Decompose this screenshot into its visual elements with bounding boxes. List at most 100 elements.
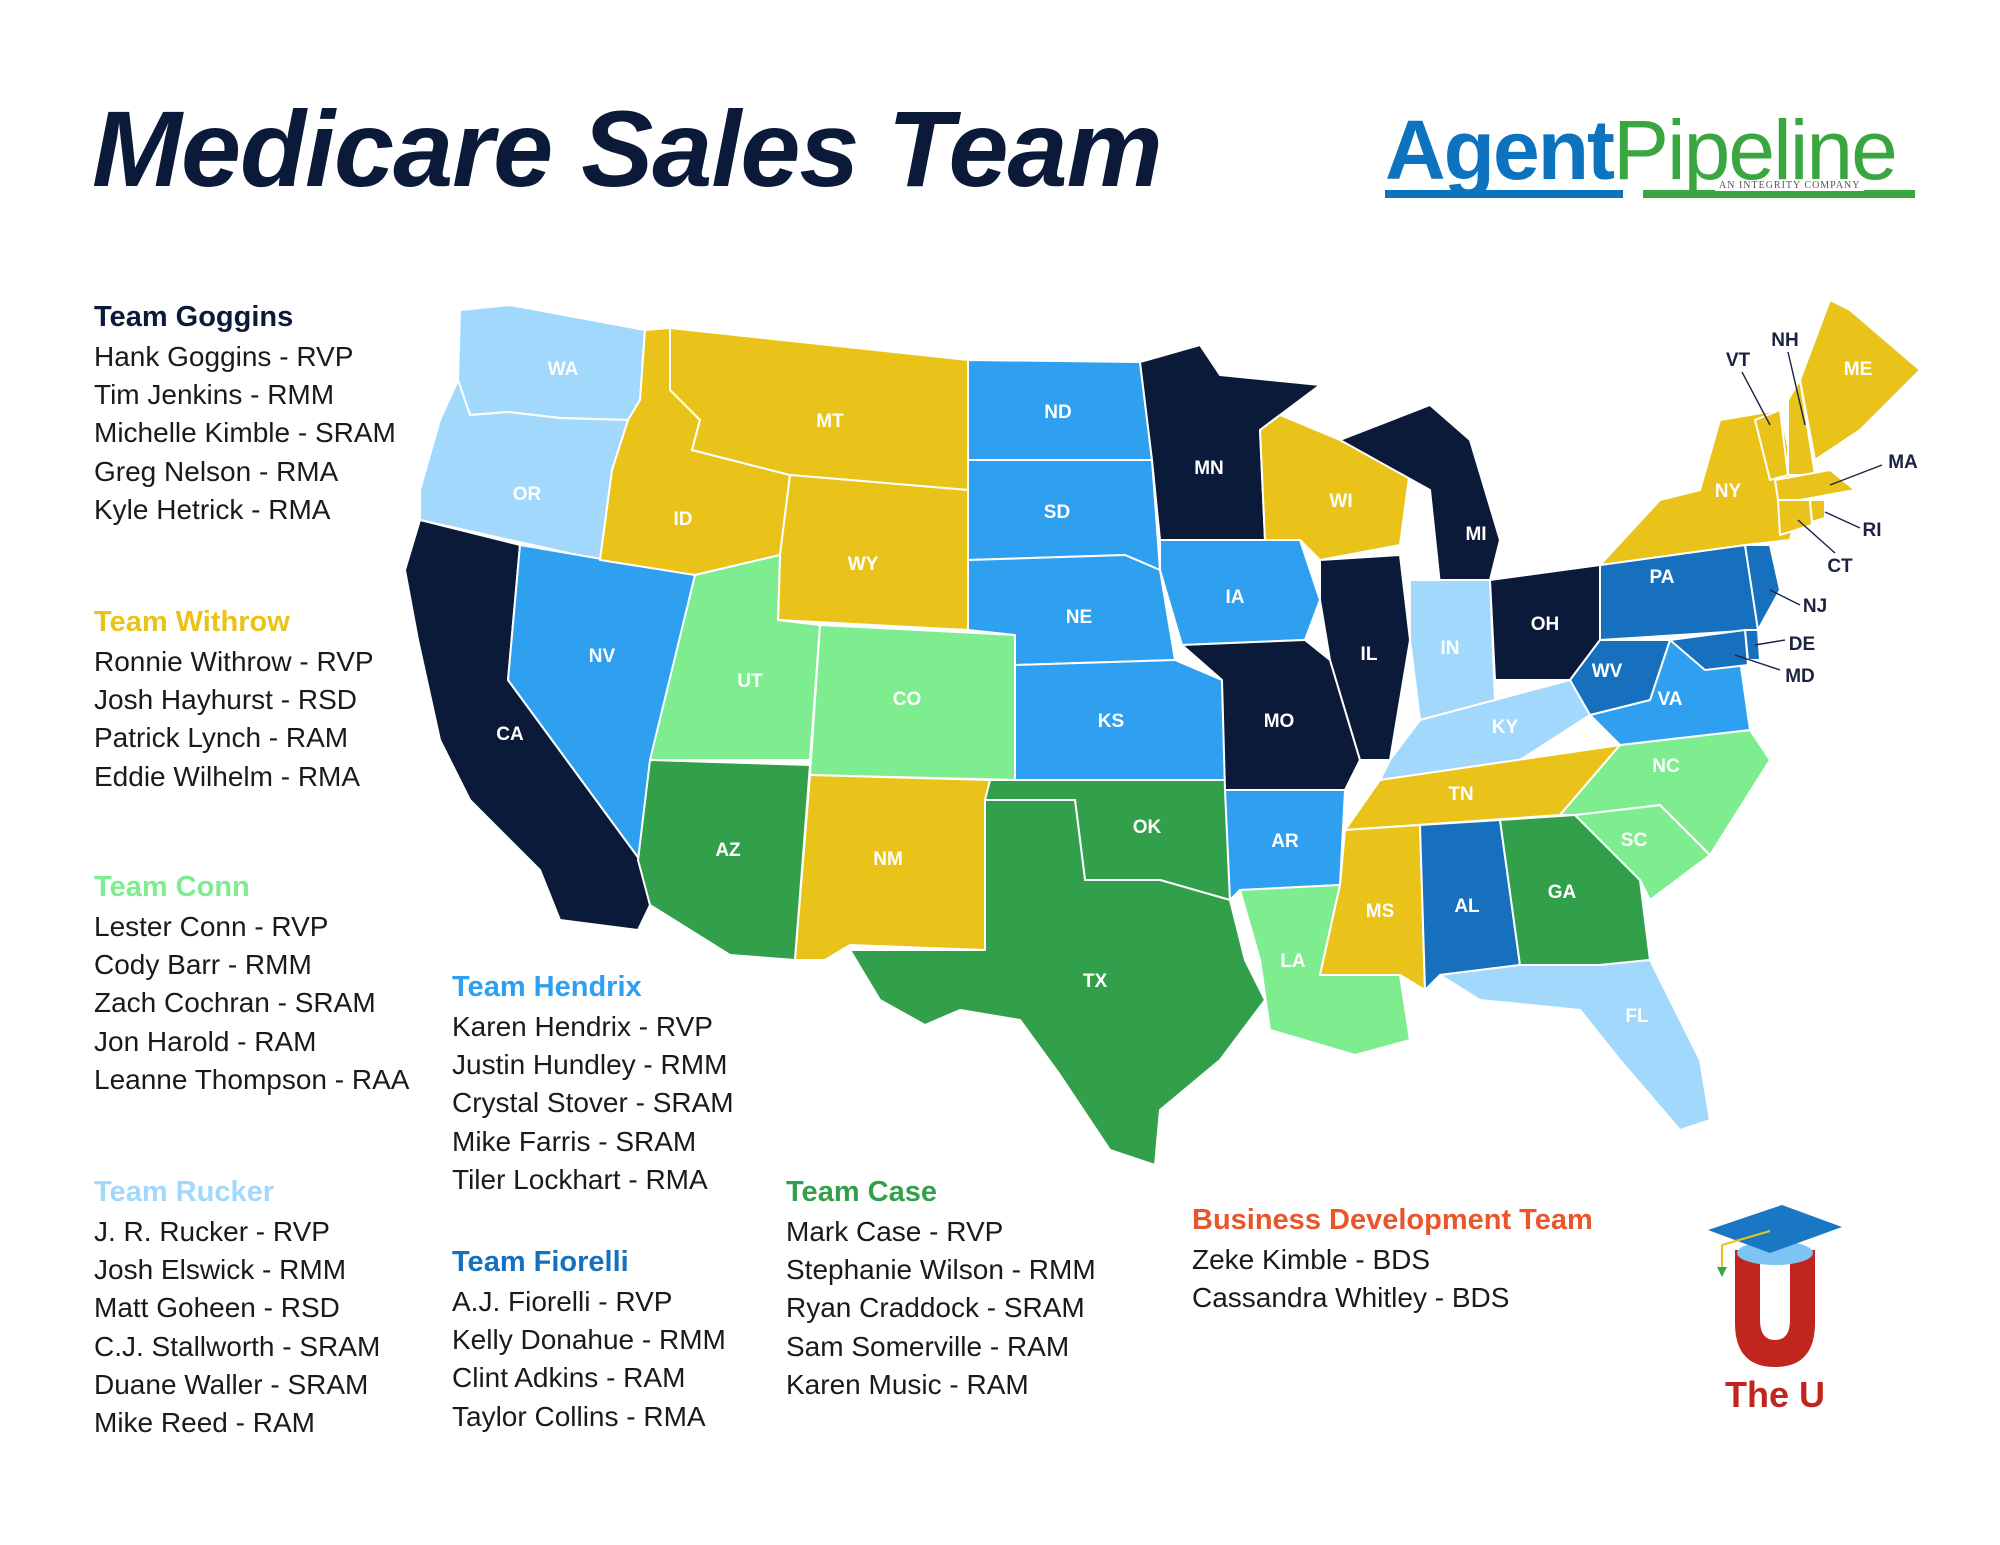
state-AZ [637, 759, 811, 961]
leader-RI [1824, 511, 1861, 529]
cap-tassel [1721, 1230, 1771, 1246]
page-title: Medicare Sales Team [92, 88, 1163, 209]
team-name: Team Conn [94, 871, 250, 903]
team-member: Stephanie Wilson - RMM [786, 1254, 1096, 1286]
state-label-ME: ME [1844, 359, 1873, 380]
state-label-CT: CT [1827, 556, 1853, 577]
state-MI [1339, 404, 1501, 586]
leader-VT [1741, 371, 1771, 426]
team-member: Kelly Donahue - RMM [452, 1324, 726, 1356]
graduation-cap-icon [1708, 1205, 1842, 1253]
state-label-AL: AL [1454, 896, 1480, 917]
state-MA [1774, 469, 1856, 501]
team-name: Team Fiorelli [452, 1246, 629, 1278]
team-member: Mike Farris - SRAM [452, 1125, 697, 1157]
team-fiorelli: Team Fiorelli A.J. Fiorelli - RVP Kelly … [452, 1245, 726, 1436]
state-label-NE: NE [1066, 607, 1092, 628]
state-label-AZ: AZ [715, 840, 741, 861]
state-label-MO: MO [1264, 711, 1295, 732]
state-label-DE: DE [1789, 634, 1815, 655]
state-label-KS: KS [1098, 711, 1124, 732]
logo-tagline: AN INTEGRITY COMPANY [1715, 180, 1865, 191]
logo-underline-blue [1385, 190, 1623, 198]
state-WI [1259, 414, 1411, 561]
agent-pipeline-logo: AgentPipeline AN INTEGRITY COMPANY [1385, 108, 1915, 203]
team-member: Zeke Kimble - BDS [1192, 1244, 1431, 1275]
leader-DE [1754, 639, 1786, 646]
state-label-GA: GA [1548, 882, 1577, 903]
team-member: Hank Goggins - RVP [94, 341, 354, 372]
state-label-TN: TN [1448, 784, 1473, 805]
team-member: Sam Somerville - RAM [786, 1330, 1070, 1362]
state-label-WV: WV [1592, 661, 1623, 682]
team-member: Duane Waller - SRAM [94, 1368, 369, 1400]
state-label-TX: TX [1083, 971, 1108, 992]
team-member: Ronnie Withrow - RVP [94, 646, 374, 677]
team-member: J. R. Rucker - RVP [94, 1216, 330, 1247]
state-FL [1439, 959, 1711, 1131]
team-member: Lester Conn - RVP [94, 911, 329, 942]
team-member: Mike Reed - RAM [94, 1407, 315, 1439]
team-hendrix: Team Hendrix Karen Hendrix - RVP Justin … [452, 970, 734, 1199]
state-MO [1181, 639, 1361, 791]
state-label-IA: IA [1226, 587, 1245, 608]
state-label-LA: LA [1280, 951, 1306, 972]
state-label-OR: OR [513, 484, 542, 505]
state-label-MD: MD [1785, 666, 1815, 687]
state-label-RI: RI [1863, 520, 1882, 541]
state-NJ [1744, 544, 1781, 631]
team-member: Matt Goheen - RSD [94, 1292, 340, 1324]
state-label-NV: NV [589, 646, 616, 667]
leader-NH [1787, 351, 1806, 426]
team-member: Leanne Thompson - RAA [94, 1063, 410, 1095]
state-label-UT: UT [737, 671, 763, 692]
state-label-OK: OK [1133, 817, 1162, 838]
leader-CT [1797, 519, 1836, 554]
team-case: Team Case Mark Case - RVP Stephanie Wils… [786, 1175, 1096, 1404]
team-member: Cody Barr - RMM [94, 949, 312, 981]
state-RI [1809, 499, 1826, 523]
state-label-ND: ND [1044, 402, 1071, 423]
team-member: Clint Adkins - RAM [452, 1362, 686, 1394]
state-WY [777, 474, 969, 631]
team-name: Team Hendrix [452, 971, 642, 1003]
team-member: A.J. Fiorelli - RVP [452, 1286, 673, 1317]
state-label-CO: CO [893, 689, 922, 710]
state-label-NH: NH [1771, 330, 1798, 351]
state-label-IN: IN [1441, 638, 1460, 659]
state-label-AR: AR [1271, 831, 1299, 852]
team-rucker: Team Rucker J. R. Rucker - RVP Josh Elsw… [94, 1175, 380, 1442]
team-conn: Team Conn Lester Conn - RVP Cody Barr - … [94, 870, 409, 1099]
team-name: Team Goggins [94, 301, 294, 333]
leader-MD [1734, 654, 1781, 671]
team-name: Team Case [786, 1176, 937, 1208]
state-label-KY: KY [1492, 717, 1519, 738]
team-member: Tiler Lockhart - RMA [452, 1163, 708, 1195]
state-label-MI: MI [1465, 524, 1486, 545]
state-label-MA: MA [1888, 452, 1918, 473]
team-member: Greg Nelson - RMA [94, 455, 339, 487]
team-member: Zach Cochran - SRAM [94, 987, 376, 1019]
state-label-WA: WA [548, 359, 579, 380]
state-label-WY: WY [848, 554, 879, 575]
team-member: Cassandra Whitley - BDS [1192, 1282, 1510, 1314]
state-label-NM: NM [873, 849, 903, 870]
state-label-MN: MN [1194, 458, 1224, 479]
logo-pipeline-text: Pipeline [1612, 103, 1898, 197]
leader-NJ [1769, 589, 1801, 606]
team-member: Eddie Wilhelm - RMA [94, 760, 361, 792]
state-label-NJ: NJ [1803, 596, 1827, 617]
state-label-VA: VA [1658, 689, 1683, 710]
team-member: C.J. Stallworth - SRAM [94, 1330, 381, 1362]
team-member: Ryan Craddock - SRAM [786, 1292, 1085, 1324]
leader-MA [1829, 464, 1883, 486]
state-label-WI: WI [1329, 491, 1352, 512]
team-member: Mark Case - RVP [786, 1216, 1004, 1247]
team-name: Team Withrow [94, 606, 290, 638]
team-member: Patrick Lynch - RAM [94, 722, 349, 754]
state-label-SD: SD [1044, 502, 1070, 523]
team-business-development: Business Development Team Zeke Kimble - … [1192, 1203, 1593, 1317]
state-label-CA: CA [496, 724, 524, 745]
state-label-NY: NY [1715, 481, 1742, 502]
state-IL [1319, 554, 1411, 761]
